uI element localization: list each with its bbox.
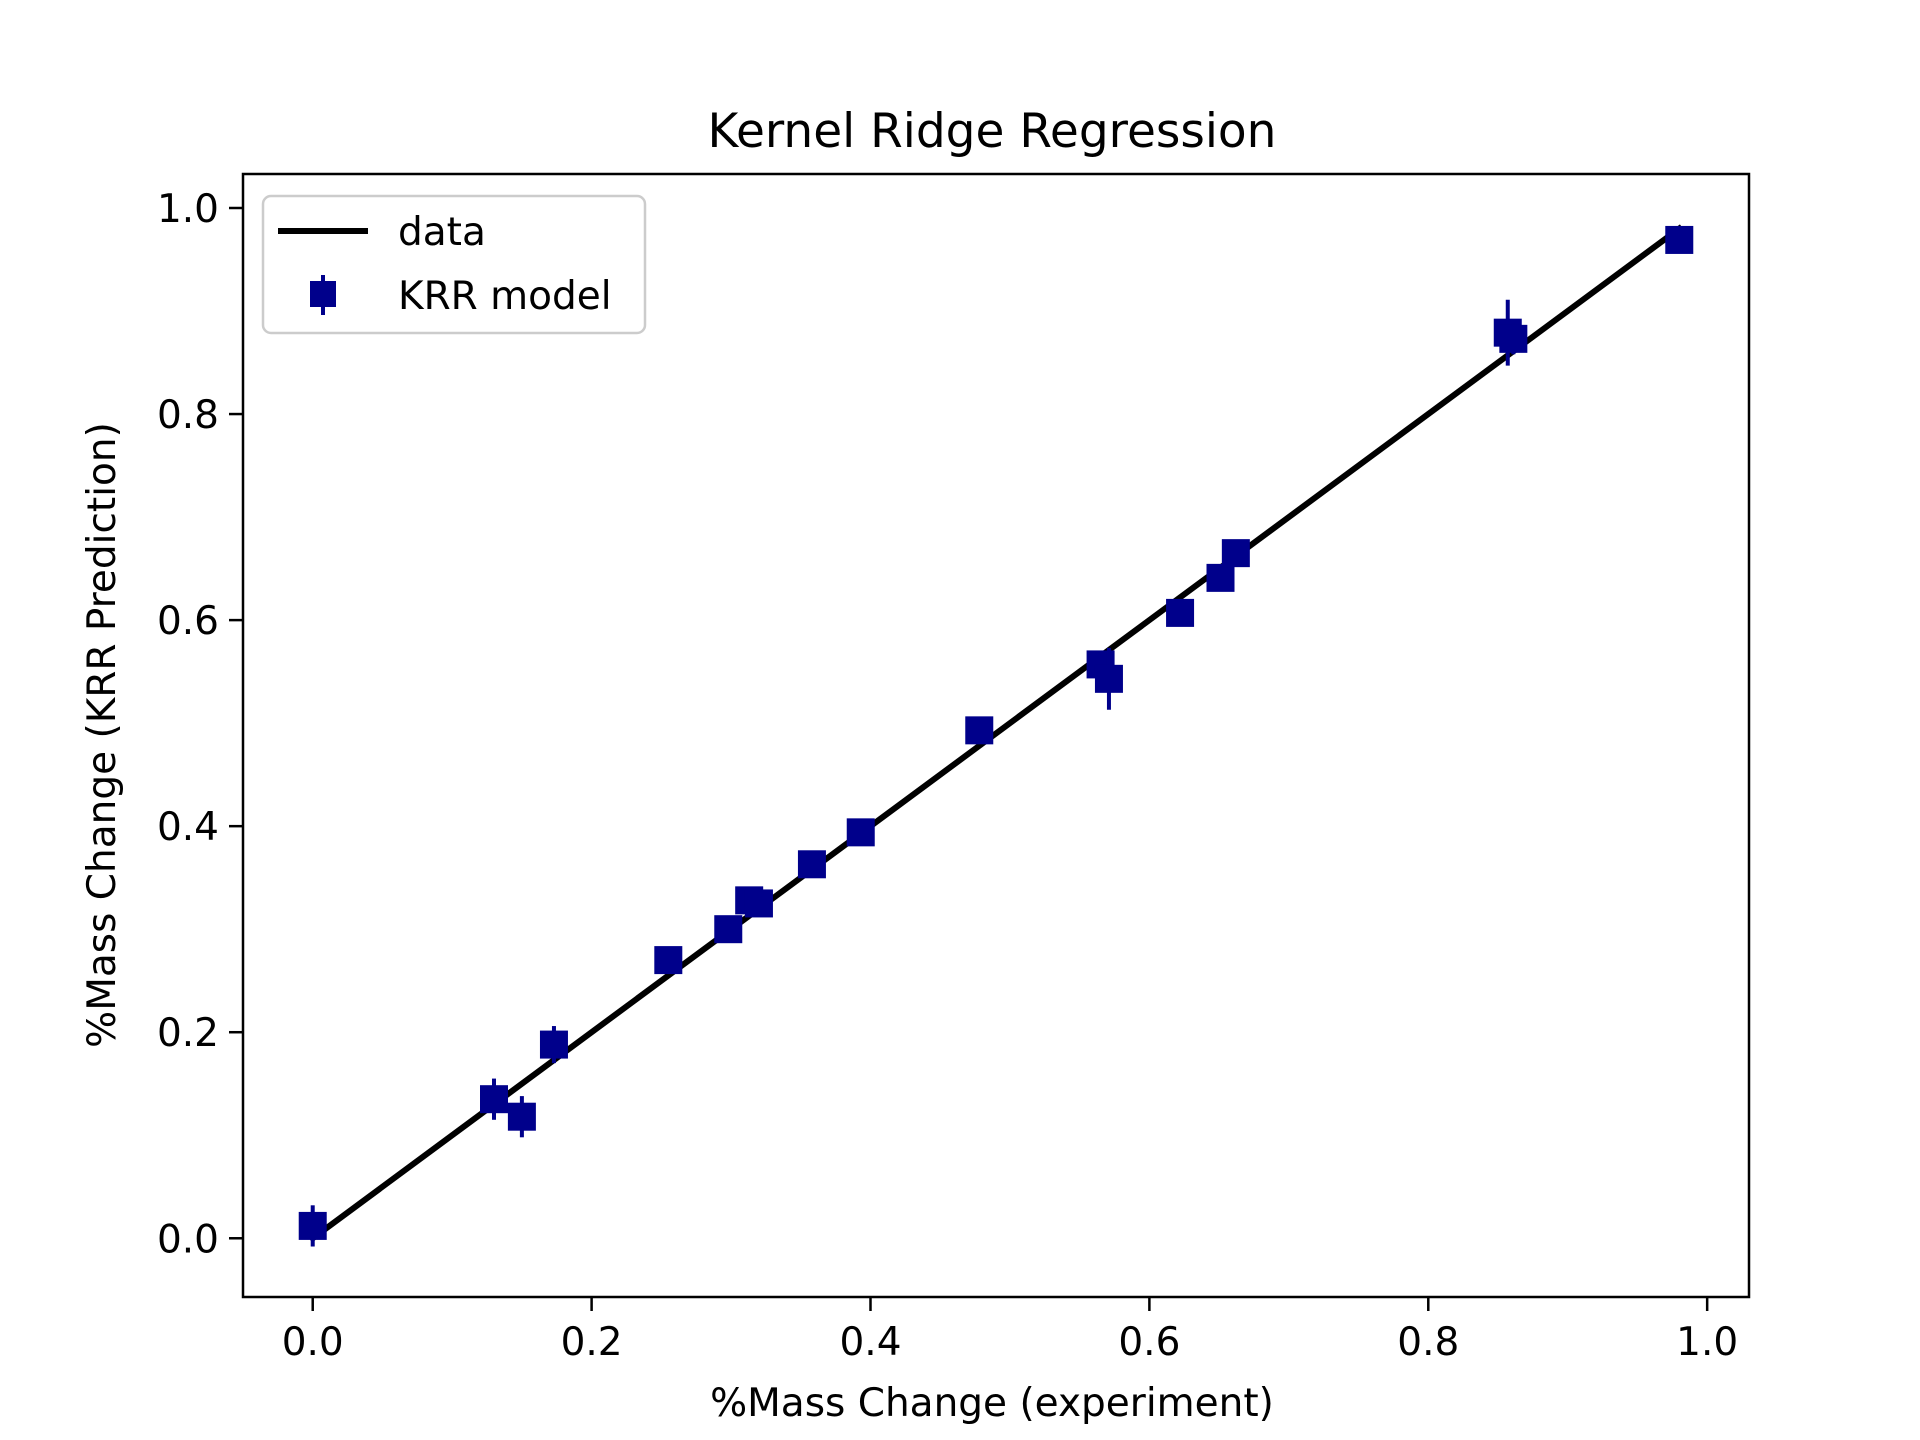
data-point-4 [654,946,683,975]
x-tick-label-0: 0.0 [282,1320,344,1365]
data-point-0 [298,1211,327,1240]
data-point-2 [507,1102,536,1131]
y-tick-label-4: 0.8 [157,393,219,438]
data-point-17 [1499,324,1528,353]
x-axis-label: %Mass Change (experiment) [710,1381,1274,1426]
x-tick-label-1: 0.2 [561,1320,623,1365]
y-tick-label-0: 0.0 [157,1217,219,1262]
data-point-5 [714,915,743,944]
data-point-14 [1206,563,1235,592]
x-tick-label-3: 0.6 [1118,1320,1180,1365]
data-point-1 [480,1085,508,1114]
legend-marker-swatch [310,281,336,307]
legend-label-krr: KRR model [398,274,612,319]
data-point-18 [1665,225,1694,254]
chart-title: Kernel Ridge Regression [708,104,1277,159]
data-point-7 [744,889,773,918]
data-point-12 [1094,664,1123,693]
y-axis-label: %Mass Change (KRR Prediction) [80,422,125,1048]
plot-frame [241,172,1751,1299]
y-tick-label-3: 0.6 [157,599,219,644]
y-tick-label-5: 1.0 [157,187,219,232]
data-point-10 [965,716,994,745]
data-point-15 [1221,539,1250,568]
x-tick-label-2: 0.4 [839,1320,901,1365]
y-tick-label-1: 0.2 [157,1011,219,1056]
legend-label-data: data [398,210,486,255]
data-line [308,224,1684,1243]
y-tick-label-2: 0.4 [157,805,219,850]
data-point-3 [539,1030,568,1059]
data-point-13 [1166,598,1195,627]
x-tick-label-4: 0.8 [1397,1320,1459,1365]
data-point-8 [797,850,826,879]
legend: data KRR model [261,194,647,335]
x-tick-label-5: 1.0 [1676,1320,1738,1365]
data-point-9 [846,818,875,847]
plot-area: 0.0 0.2 0.4 0.6 0.8 1.0 0.0 0.2 0.4 0.6 0.8 1.0 data… [157,172,1751,1365]
